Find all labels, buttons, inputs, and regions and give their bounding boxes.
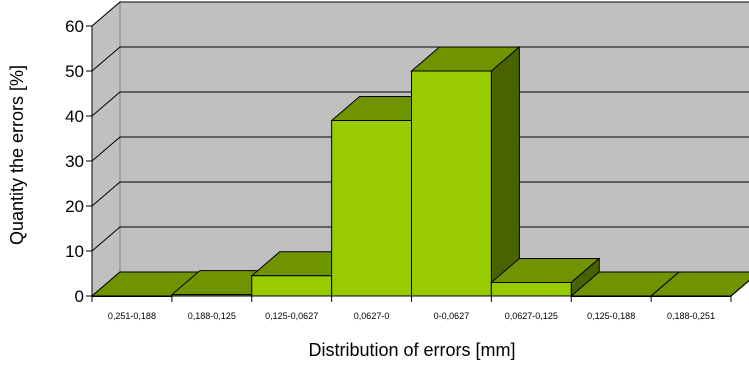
- gridline: [91, 226, 749, 252]
- x-tick-label: 0,188-0,125: [188, 311, 236, 321]
- x-tick-label: 0,251-0,188: [108, 311, 156, 321]
- bars: [90, 45, 749, 298]
- x-tick-labels: 0,251-0,188 0,188-0,125 0,125-0,0627 0,0627…: [108, 311, 715, 321]
- bar-side-face: [490, 45, 520, 298]
- y-tick-label: 40: [65, 107, 84, 126]
- gridline: [91, 1, 749, 27]
- x-axis-title: Distribution of errors [mm]: [308, 340, 515, 360]
- y-tick-label: 60: [65, 17, 84, 36]
- bar: [410, 45, 521, 298]
- bar-front-face: [331, 120, 412, 297]
- x-tick-label: 0-0,0627: [434, 311, 470, 321]
- x-tick-label: 0,188-0,251: [667, 311, 715, 321]
- gridline: [91, 181, 749, 207]
- x-tick-label: 0,0627-0: [354, 311, 390, 321]
- gridline: [91, 91, 749, 117]
- y-tick-label: 50: [65, 62, 84, 81]
- x-tick-label: 0,125-0,0627: [265, 311, 318, 321]
- bar-front-face: [490, 282, 572, 297]
- y-tick-label: 20: [65, 197, 84, 216]
- bar: [649, 271, 749, 297]
- bar-front-face: [171, 294, 253, 297]
- gridline: [91, 46, 749, 72]
- bar: [490, 257, 601, 298]
- gridline: [91, 136, 749, 162]
- y-tick-label: 10: [65, 242, 84, 261]
- x-tick-label: 0,0627-0,125: [505, 311, 558, 321]
- y-tick-labels: 0 10 20 30 40 50 60: [65, 17, 84, 306]
- bar-front-face: [411, 70, 492, 297]
- y-tick-label: 30: [65, 152, 84, 171]
- bar-side-face: [730, 279, 749, 297]
- bar-front-face: [570, 295, 652, 297]
- y-axis-title: Quantity the errors [%]: [7, 65, 27, 245]
- gridlines: [91, 1, 749, 252]
- bar-front-face: [251, 275, 333, 297]
- bar-front-face: [91, 295, 173, 297]
- y-tick-label: 0: [75, 287, 84, 306]
- x-tick-label: 0,125-0,188: [587, 311, 635, 321]
- bar-front-face: [650, 295, 732, 297]
